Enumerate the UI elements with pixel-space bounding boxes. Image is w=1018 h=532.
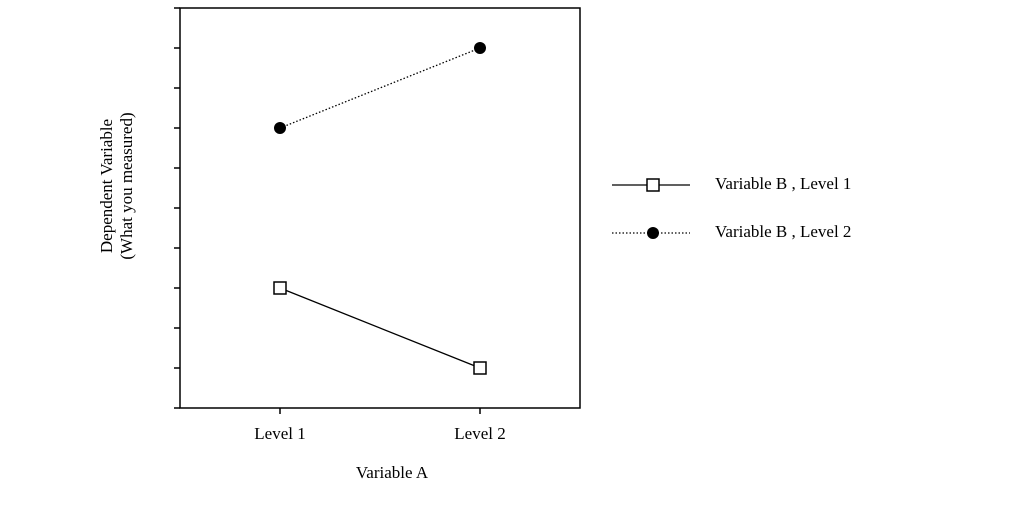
y-axis-label: Dependent Variable (What you measured) — [97, 112, 136, 259]
series-line — [279, 47, 481, 129]
point — [273, 281, 287, 295]
point — [473, 361, 487, 375]
point — [474, 42, 486, 54]
legend-marker — [646, 178, 660, 192]
series-line — [279, 287, 481, 369]
x-tick-label: Level 1 — [254, 424, 305, 443]
x-axis-label: Variable A — [356, 463, 429, 482]
x-tick-label: Level 2 — [454, 424, 505, 443]
plot-frame — [179, 7, 581, 409]
point — [274, 122, 286, 134]
legend-label: Variable B , Level 1 — [715, 174, 851, 193]
legend-marker — [647, 227, 659, 239]
y-axis-label-line: Dependent Variable — [97, 119, 116, 253]
y-axis-label-line: (What you measured) — [117, 112, 136, 259]
legend-label: Variable B , Level 2 — [715, 222, 851, 241]
